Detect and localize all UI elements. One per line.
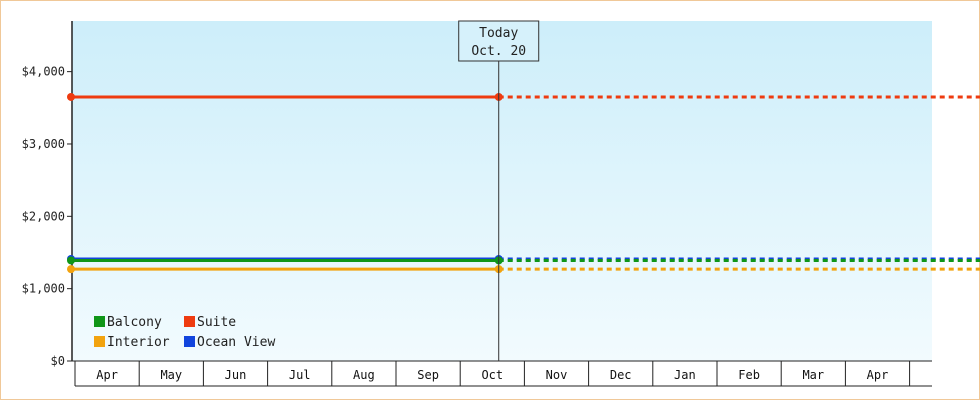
y-tick-label: $2,000	[22, 209, 65, 223]
plot-area	[72, 21, 932, 361]
x-tick-label: Nov	[546, 368, 568, 382]
x-tick-label: Feb	[738, 368, 760, 382]
data-point	[67, 92, 75, 101]
y-tick-label: $0	[51, 354, 65, 368]
legend-swatch	[184, 316, 195, 327]
y-tick-label: $4,000	[22, 65, 65, 79]
x-tick-label: Apr	[867, 368, 889, 382]
legend-item-balcony: Balcony	[94, 315, 162, 330]
today-label-box	[458, 20, 540, 62]
legend-swatch	[94, 316, 105, 327]
x-tick-label: Mar	[802, 368, 824, 382]
y-tick-label: $3,000	[22, 137, 65, 151]
today-label-line2: Oct. 20	[471, 44, 526, 59]
x-tick-label: Jul	[289, 368, 311, 382]
legend-label: Balcony	[107, 315, 162, 330]
x-tick-label: Aug	[353, 368, 375, 382]
x-tick-label: Apr	[96, 368, 118, 382]
x-tick-label: Oct	[481, 368, 503, 382]
legend-swatch	[184, 336, 195, 347]
y-tick-label: $1,000	[22, 282, 65, 296]
x-tick-label: Sep	[417, 368, 439, 382]
legend-label: Suite	[197, 315, 236, 330]
today-label-line1: Today	[479, 26, 518, 41]
data-point	[67, 265, 75, 274]
legend-item-suite: Suite	[184, 315, 236, 330]
x-tick-label: Jun	[225, 368, 247, 382]
legend-label: Interior	[107, 335, 170, 350]
legend-label: Ocean View	[197, 335, 275, 350]
x-tick-label: May	[160, 368, 182, 382]
x-tick-label: Dec	[610, 368, 632, 382]
legend-item-ocean-view: Ocean View	[184, 335, 275, 350]
legend-swatch	[94, 336, 105, 347]
legend-item-interior: Interior	[94, 335, 170, 350]
x-tick-label: Jan	[674, 368, 696, 382]
data-point	[67, 256, 75, 265]
